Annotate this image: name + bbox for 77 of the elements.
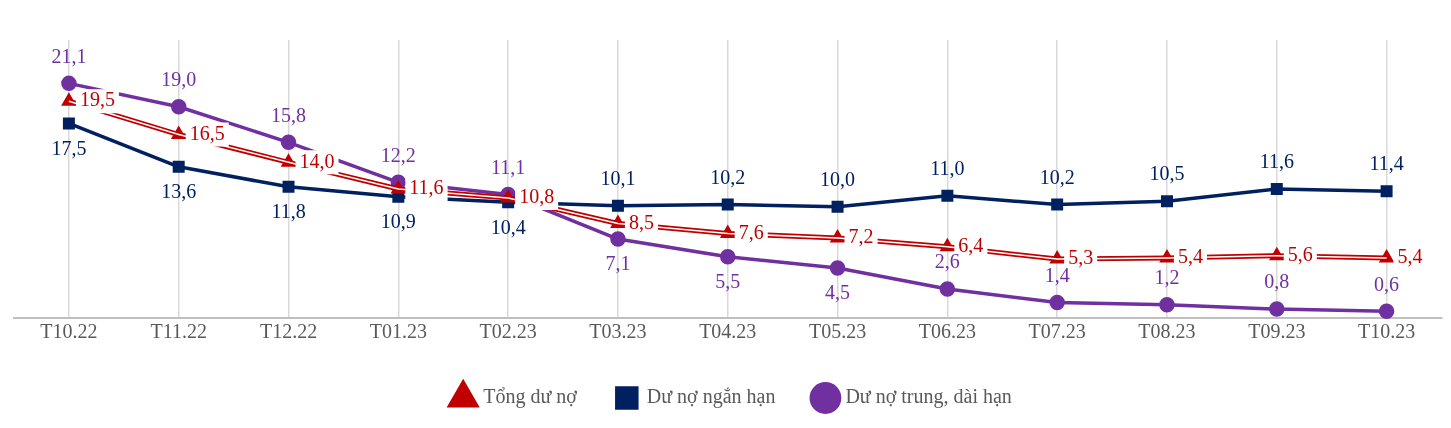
point — [280, 134, 297, 151]
x-tick-label: T10.23 — [1357, 320, 1416, 343]
data-label: 11,6 — [1259, 150, 1294, 173]
point — [829, 260, 846, 276]
point — [1051, 198, 1064, 211]
point — [1269, 301, 1285, 317]
point — [831, 200, 844, 213]
data-label: 5,3 — [1068, 246, 1094, 269]
data-label: 0,8 — [1264, 270, 1290, 293]
data-label: 5,4 — [1397, 245, 1423, 268]
x-tick-label: T11.22 — [150, 320, 207, 343]
data-label: 1,2 — [1154, 265, 1180, 288]
legend-label: Tổng dư nợ — [483, 385, 578, 409]
point — [172, 160, 185, 173]
data-label: 12,2 — [380, 143, 416, 166]
x-tick-label: T01.23 — [369, 320, 427, 343]
data-label: 17,5 — [51, 136, 87, 159]
data-label: 6,4 — [958, 234, 984, 257]
point — [1160, 195, 1173, 208]
data-label: 21,1 — [51, 44, 87, 67]
data-label: 10,9 — [380, 210, 416, 233]
x-tick-label: T06.23 — [918, 320, 976, 343]
point — [721, 198, 734, 211]
data-label: 1,4 — [1044, 263, 1070, 286]
x-tick-label: T02.23 — [479, 320, 537, 343]
data-label: 16,5 — [189, 121, 225, 144]
point — [1159, 296, 1175, 313]
data-label: 5,6 — [1287, 242, 1313, 265]
point — [720, 249, 736, 265]
data-label: 10,2 — [1039, 165, 1075, 188]
point — [611, 199, 624, 212]
data-label: 10,0 — [820, 168, 856, 191]
data-label: 11,0 — [930, 156, 965, 179]
data-label: 11,4 — [1369, 152, 1404, 175]
point — [62, 117, 75, 130]
point — [282, 180, 295, 193]
data-label: 10,1 — [600, 166, 636, 189]
point — [1270, 183, 1283, 195]
point — [1378, 303, 1395, 320]
point — [170, 98, 187, 115]
legend-label: Dư nợ ngắn hạn — [646, 385, 776, 409]
x-tick-label: T08.23 — [1138, 320, 1196, 343]
point — [1380, 185, 1393, 198]
data-label: 7,6 — [738, 220, 764, 243]
data-label: 5,4 — [1177, 245, 1203, 268]
point — [61, 75, 77, 92]
data-label: 7,2 — [848, 225, 874, 248]
data-label: 10,4 — [490, 215, 526, 238]
x-tick-label: T10.22 — [40, 320, 98, 343]
data-label: 8,5 — [628, 210, 654, 233]
data-label: 7,1 — [605, 252, 631, 275]
data-label: 15,8 — [271, 103, 307, 126]
data-label: 4,5 — [825, 281, 851, 304]
data-label: 11,1 — [491, 155, 526, 178]
x-tick-label: T07.23 — [1028, 320, 1086, 343]
data-label: 19,5 — [79, 88, 115, 111]
data-label: 11,8 — [271, 200, 306, 223]
data-label: 2,6 — [934, 250, 960, 273]
x-tick-label: T05.23 — [808, 320, 867, 343]
data-label: 19,0 — [161, 67, 197, 90]
data-label: 11,6 — [409, 176, 444, 199]
data-label: 14,0 — [299, 149, 335, 172]
data-label: 10,5 — [1149, 162, 1185, 185]
x-tick-label: T04.23 — [699, 320, 757, 343]
x-tick-label: T12.22 — [259, 320, 318, 343]
data-label: 13,6 — [161, 180, 197, 203]
point — [941, 189, 954, 202]
point — [1049, 294, 1065, 311]
x-tick-label: T03.23 — [589, 320, 647, 343]
point — [939, 281, 956, 297]
data-label: 10,8 — [519, 185, 555, 208]
data-label: 0,6 — [1374, 272, 1400, 295]
x-tick-label: T09.23 — [1248, 320, 1306, 343]
legend-label: Dư nợ trung, dài hạn — [845, 385, 1012, 409]
data-label: 5,5 — [715, 270, 741, 293]
data-label: 10,2 — [710, 165, 746, 188]
point — [610, 231, 626, 247]
